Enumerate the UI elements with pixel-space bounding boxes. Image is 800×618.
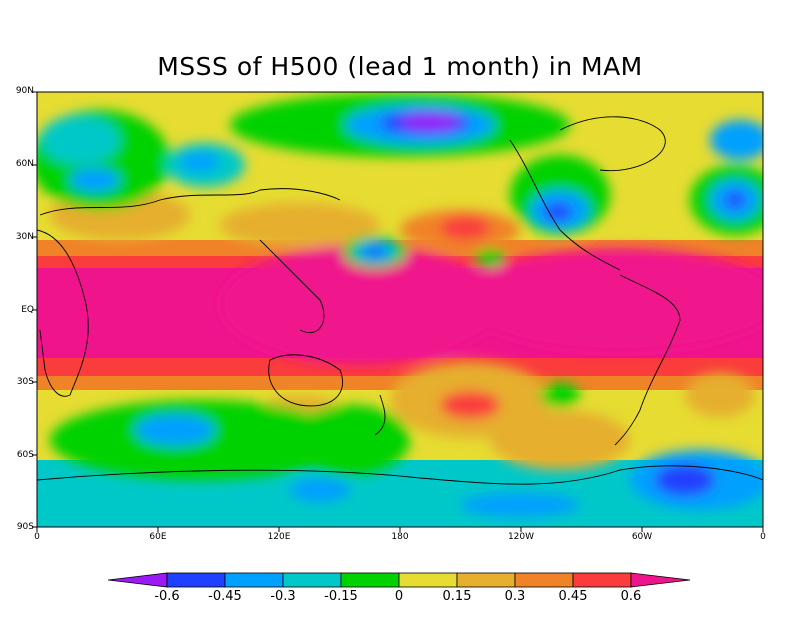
lon-label-180: 180 (391, 532, 409, 542)
colorbar-label-0: -0.6 (154, 589, 180, 604)
lon-label-0-east: 0 (760, 532, 766, 542)
colorbar-label-2: -0.3 (270, 589, 296, 604)
colorbar-label-3: -0.15 (324, 589, 358, 604)
colorbar-label-8: 0.6 (620, 589, 642, 604)
colorbar-swatch-4 (340, 572, 400, 588)
map-title: MSSS of H500 (lead 1 month) in MAM (157, 52, 643, 81)
lon-label-120e: 120E (267, 532, 291, 542)
colorbar-swatch-9 (630, 572, 691, 588)
lat-label-eq: EQ (21, 305, 34, 315)
colorbar-swatch-0 (107, 572, 168, 588)
lat-label-60n: 60N (15, 159, 34, 169)
msss-field (37, 92, 763, 527)
lon-label-60w: 60W (631, 532, 653, 542)
colorbar (107, 572, 691, 588)
axis-ticks (32, 91, 764, 532)
lat-label-90n: 90N (15, 86, 34, 96)
colorbar-swatch-2 (224, 572, 284, 588)
colorbar-swatch-3 (282, 572, 342, 588)
lon-label-60e: 60E (149, 532, 167, 542)
coastlines (37, 116, 763, 485)
lat-label-30n: 30N (15, 232, 34, 242)
colorbar-label-7: 0.45 (558, 589, 588, 604)
colorbar-label-1: -0.45 (208, 589, 242, 604)
colorbar-label-5: 0.15 (442, 589, 472, 604)
lat-label-30s: 30S (16, 377, 34, 387)
colorbar-swatch-7 (514, 572, 574, 588)
lat-label-90s: 90S (16, 522, 34, 532)
colorbar-swatch-5 (398, 572, 458, 588)
colorbar-label-4: 0 (394, 589, 404, 604)
lat-label-60s: 60S (16, 450, 34, 460)
colorbar-swatch-1 (166, 572, 226, 588)
colorbar-label-6: 0.3 (504, 589, 526, 604)
colorbar-swatch-6 (456, 572, 516, 588)
lon-label-0: 0 (34, 532, 40, 542)
lon-label-120w: 120W (507, 532, 535, 542)
colorbar-swatch-8 (572, 572, 632, 588)
